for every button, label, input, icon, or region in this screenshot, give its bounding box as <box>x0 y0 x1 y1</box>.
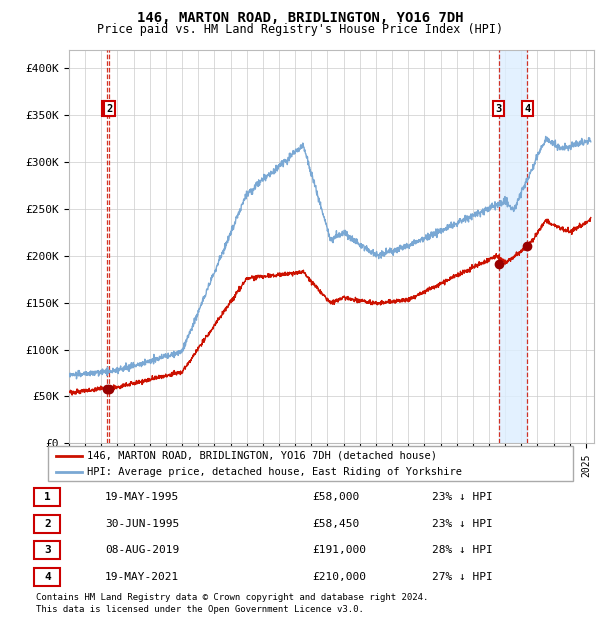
Bar <box>69 50 109 443</box>
Text: 146, MARTON ROAD, BRIDLINGTON, YO16 7DH (detached house): 146, MARTON ROAD, BRIDLINGTON, YO16 7DH … <box>88 451 437 461</box>
Text: £210,000: £210,000 <box>312 572 366 582</box>
Text: 2: 2 <box>44 518 51 529</box>
Text: 146, MARTON ROAD, BRIDLINGTON, YO16 7DH: 146, MARTON ROAD, BRIDLINGTON, YO16 7DH <box>137 11 463 25</box>
Text: 3: 3 <box>44 545 51 556</box>
Text: 4: 4 <box>524 104 530 113</box>
Text: Price paid vs. HM Land Registry's House Price Index (HPI): Price paid vs. HM Land Registry's House … <box>97 23 503 36</box>
Text: 08-AUG-2019: 08-AUG-2019 <box>105 545 179 556</box>
Text: Contains HM Land Registry data © Crown copyright and database right 2024.: Contains HM Land Registry data © Crown c… <box>36 593 428 603</box>
Text: 19-MAY-1995: 19-MAY-1995 <box>105 492 179 502</box>
Text: 30-JUN-1995: 30-JUN-1995 <box>105 518 179 529</box>
Bar <box>499 50 527 443</box>
Text: 27% ↓ HPI: 27% ↓ HPI <box>432 572 493 582</box>
Text: 1: 1 <box>104 104 110 113</box>
Text: £58,000: £58,000 <box>312 492 359 502</box>
Bar <box>528 50 594 443</box>
Text: £191,000: £191,000 <box>312 545 366 556</box>
Text: 23% ↓ HPI: 23% ↓ HPI <box>432 518 493 529</box>
Text: £58,450: £58,450 <box>312 518 359 529</box>
Text: 3: 3 <box>496 104 502 113</box>
Text: 23% ↓ HPI: 23% ↓ HPI <box>432 492 493 502</box>
Text: 1: 1 <box>44 492 51 502</box>
Text: 2: 2 <box>106 104 113 113</box>
Text: 28% ↓ HPI: 28% ↓ HPI <box>432 545 493 556</box>
Text: This data is licensed under the Open Government Licence v3.0.: This data is licensed under the Open Gov… <box>36 604 364 614</box>
Text: 4: 4 <box>44 572 51 582</box>
Text: 19-MAY-2021: 19-MAY-2021 <box>105 572 179 582</box>
Text: HPI: Average price, detached house, East Riding of Yorkshire: HPI: Average price, detached house, East… <box>88 467 463 477</box>
